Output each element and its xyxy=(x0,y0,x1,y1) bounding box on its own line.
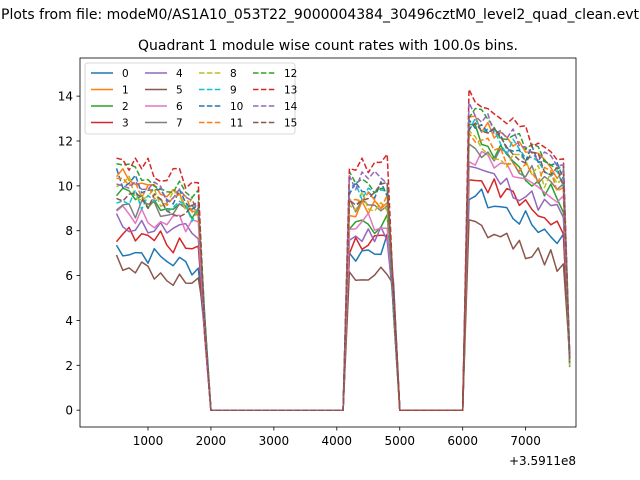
y-tick-label: 10 xyxy=(58,179,73,193)
y-tick-label: 2 xyxy=(65,359,73,373)
y-tick-label: 4 xyxy=(65,314,73,328)
y-tick-label: 6 xyxy=(65,269,73,283)
y-tick-label: 8 xyxy=(65,224,73,238)
series-line-15 xyxy=(116,122,571,411)
legend-label-10: 10 xyxy=(230,101,243,113)
series-line-11 xyxy=(116,132,571,411)
legend-label-7: 7 xyxy=(176,118,183,130)
axes-frame xyxy=(79,57,577,428)
legend-label-8: 8 xyxy=(230,68,237,80)
legend-label-14: 14 xyxy=(284,101,298,113)
chart-title: Quadrant 1 module wise count rates with … xyxy=(138,38,518,54)
legend-label-13: 13 xyxy=(284,85,297,97)
legend-label-2: 2 xyxy=(122,101,129,113)
x-tick-label: 2000 xyxy=(196,434,227,448)
x-axis-offset-label: +3.5911e8 xyxy=(509,454,576,468)
x-tick-label: 1000 xyxy=(133,434,164,448)
legend-label-6: 6 xyxy=(176,101,183,113)
y-tick-label: 14 xyxy=(58,90,73,104)
x-tick-label: 6000 xyxy=(447,434,478,448)
legend-box xyxy=(84,62,296,135)
legend-label-11: 11 xyxy=(230,118,243,130)
legend-label-0: 0 xyxy=(122,68,129,80)
y-tick-label: 12 xyxy=(58,134,73,148)
plot-area: 1000 2000 3000 4000 5000 6000 7000024681012140… xyxy=(58,57,577,448)
x-tick-label: 7000 xyxy=(510,434,541,448)
legend-label-12: 12 xyxy=(284,68,297,80)
x-tick-label: 4000 xyxy=(322,434,353,448)
series-group xyxy=(115,88,571,411)
x-tick-label: 3000 xyxy=(259,434,290,448)
legend-label-5: 5 xyxy=(176,85,183,97)
legend-label-4: 4 xyxy=(176,68,183,80)
legend-label-9: 9 xyxy=(230,85,237,97)
legend-label-3: 3 xyxy=(122,118,129,130)
figure-suptitle: Plots from file: modeM0/AS1A10_053T22_90… xyxy=(1,7,639,23)
y-tick-label: 0 xyxy=(65,404,73,418)
legend-label-15: 15 xyxy=(284,118,297,130)
legend-label-1: 1 xyxy=(122,85,129,97)
x-tick-label: 5000 xyxy=(384,434,415,448)
series-line-10 xyxy=(115,119,571,411)
